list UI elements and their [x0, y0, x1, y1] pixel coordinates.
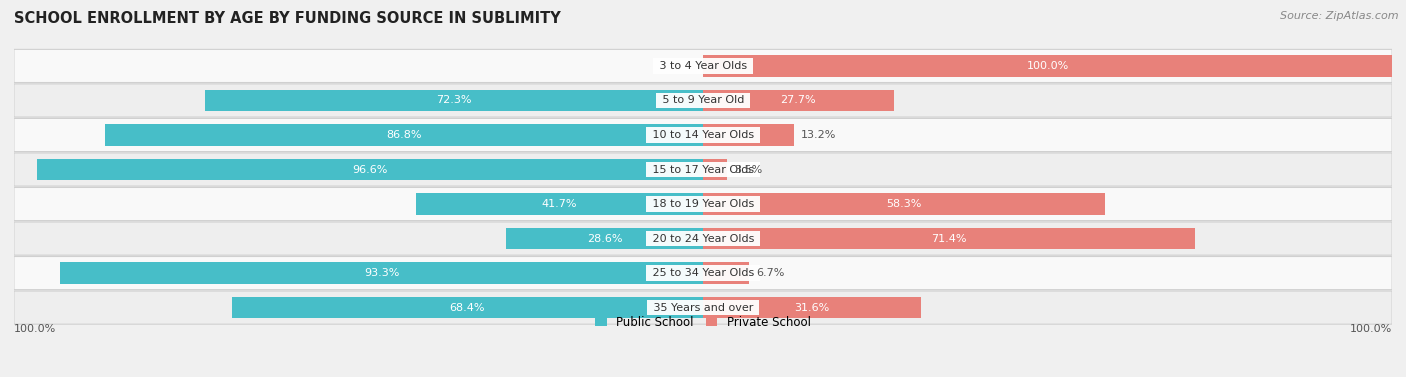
- Text: 68.4%: 68.4%: [450, 303, 485, 313]
- Text: 20 to 24 Year Olds: 20 to 24 Year Olds: [648, 234, 758, 244]
- Bar: [703, 262, 749, 284]
- Text: 100.0%: 100.0%: [1350, 324, 1392, 334]
- Text: 100.0%: 100.0%: [14, 324, 56, 334]
- Text: SCHOOL ENROLLMENT BY AGE BY FUNDING SOURCE IN SUBLIMITY: SCHOOL ENROLLMENT BY AGE BY FUNDING SOUR…: [14, 11, 561, 26]
- Text: 71.4%: 71.4%: [931, 234, 967, 244]
- Bar: [703, 228, 1195, 249]
- Bar: [703, 297, 921, 318]
- FancyBboxPatch shape: [14, 187, 1392, 221]
- Text: 25 to 34 Year Olds: 25 to 34 Year Olds: [648, 268, 758, 278]
- Bar: [416, 193, 703, 215]
- Bar: [506, 228, 703, 249]
- Text: 3 to 4 Year Olds: 3 to 4 Year Olds: [655, 61, 751, 71]
- FancyBboxPatch shape: [14, 153, 1392, 186]
- Text: 3.5%: 3.5%: [734, 164, 762, 175]
- Text: 6.7%: 6.7%: [756, 268, 785, 278]
- Text: 96.6%: 96.6%: [353, 164, 388, 175]
- Bar: [60, 262, 703, 284]
- Text: 5 to 9 Year Old: 5 to 9 Year Old: [658, 95, 748, 106]
- Bar: [703, 124, 794, 146]
- Text: 58.3%: 58.3%: [886, 199, 921, 209]
- Text: 13.2%: 13.2%: [801, 130, 837, 140]
- Text: 28.6%: 28.6%: [586, 234, 623, 244]
- Text: 18 to 19 Year Olds: 18 to 19 Year Olds: [648, 199, 758, 209]
- Bar: [205, 90, 703, 111]
- Bar: [703, 193, 1105, 215]
- Text: 93.3%: 93.3%: [364, 268, 399, 278]
- FancyBboxPatch shape: [14, 49, 1392, 83]
- Text: 27.7%: 27.7%: [780, 95, 817, 106]
- Text: 35 Years and over: 35 Years and over: [650, 303, 756, 313]
- Text: 31.6%: 31.6%: [794, 303, 830, 313]
- Text: Source: ZipAtlas.com: Source: ZipAtlas.com: [1281, 11, 1399, 21]
- Text: 15 to 17 Year Olds: 15 to 17 Year Olds: [648, 164, 758, 175]
- Text: 41.7%: 41.7%: [541, 199, 576, 209]
- Text: 10 to 14 Year Olds: 10 to 14 Year Olds: [648, 130, 758, 140]
- Legend: Public School, Private School: Public School, Private School: [595, 316, 811, 329]
- Bar: [232, 297, 703, 318]
- Bar: [703, 159, 727, 180]
- Text: 86.8%: 86.8%: [387, 130, 422, 140]
- FancyBboxPatch shape: [14, 222, 1392, 255]
- Bar: [703, 90, 894, 111]
- FancyBboxPatch shape: [14, 118, 1392, 152]
- FancyBboxPatch shape: [14, 84, 1392, 117]
- Text: 100.0%: 100.0%: [1026, 61, 1069, 71]
- Bar: [703, 55, 1392, 77]
- Bar: [38, 159, 703, 180]
- FancyBboxPatch shape: [14, 256, 1392, 290]
- Bar: [105, 124, 703, 146]
- FancyBboxPatch shape: [14, 291, 1392, 324]
- Text: 72.3%: 72.3%: [436, 95, 471, 106]
